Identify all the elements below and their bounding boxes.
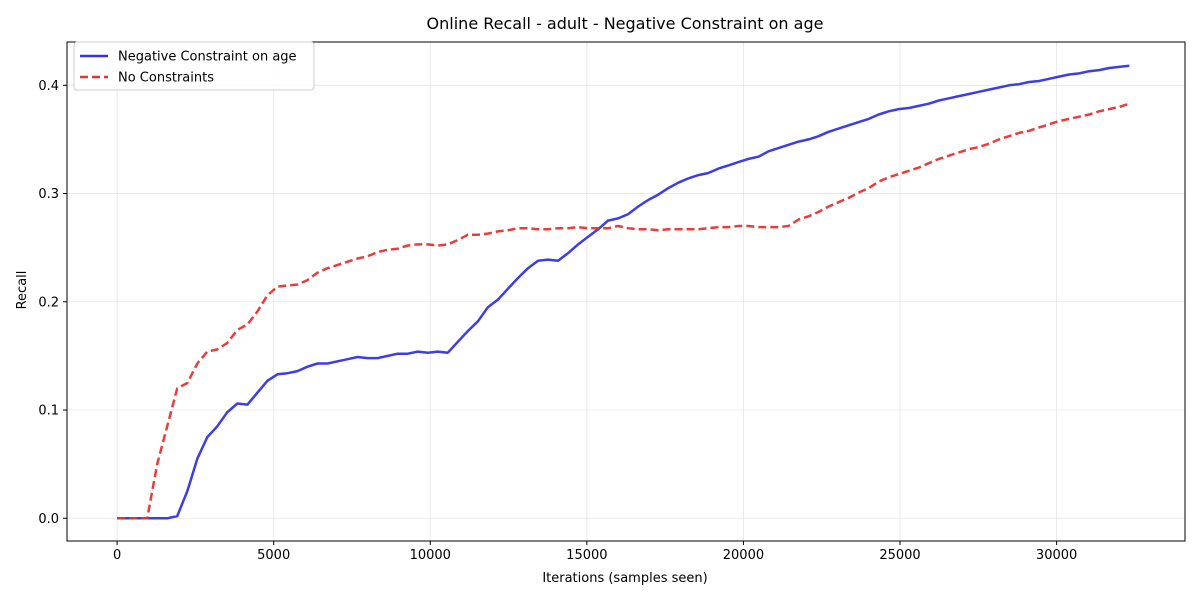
x-tick-label: 20000: [723, 548, 764, 563]
y-tick-label: 0.3: [38, 187, 59, 202]
legend-label-2: No Constraints: [118, 71, 214, 86]
grid-lines: [67, 42, 1185, 541]
chart-title: Online Recall - adult - Negative Constra…: [427, 14, 824, 33]
y-axis-ticks: 0.0 0.1 0.2 0.3 0.4: [38, 79, 67, 527]
y-tick-label: 0.2: [38, 295, 59, 310]
legend: Negative Constraint on age No Constraints: [73, 41, 315, 91]
series-line-2: [117, 102, 1130, 520]
x-tick-label: 15000: [566, 548, 607, 563]
y-axis-label: Recall: [15, 271, 30, 310]
plot-frame: [66, 41, 1186, 542]
y-tick-label: 0.0: [38, 512, 59, 527]
x-tick-label: 30000: [1036, 548, 1077, 563]
legend-box: [73, 41, 315, 91]
x-tick-label: 25000: [879, 548, 920, 563]
series-layer: [117, 64, 1130, 520]
y-tick-label: 0.1: [38, 404, 59, 419]
x-axis-label: Iterations (samples seen): [542, 571, 707, 586]
x-tick-label: 10000: [410, 548, 451, 563]
legend-label-1: Negative Constraint on age: [118, 50, 297, 65]
x-tick-label: 0: [113, 548, 121, 563]
y-tick-label: 0.4: [38, 79, 59, 94]
x-tick-label: 5000: [257, 548, 290, 563]
series-line-1: [117, 64, 1130, 520]
x-axis-ticks: 0 5000 10000 15000 20000 25000 30000: [113, 541, 1077, 563]
